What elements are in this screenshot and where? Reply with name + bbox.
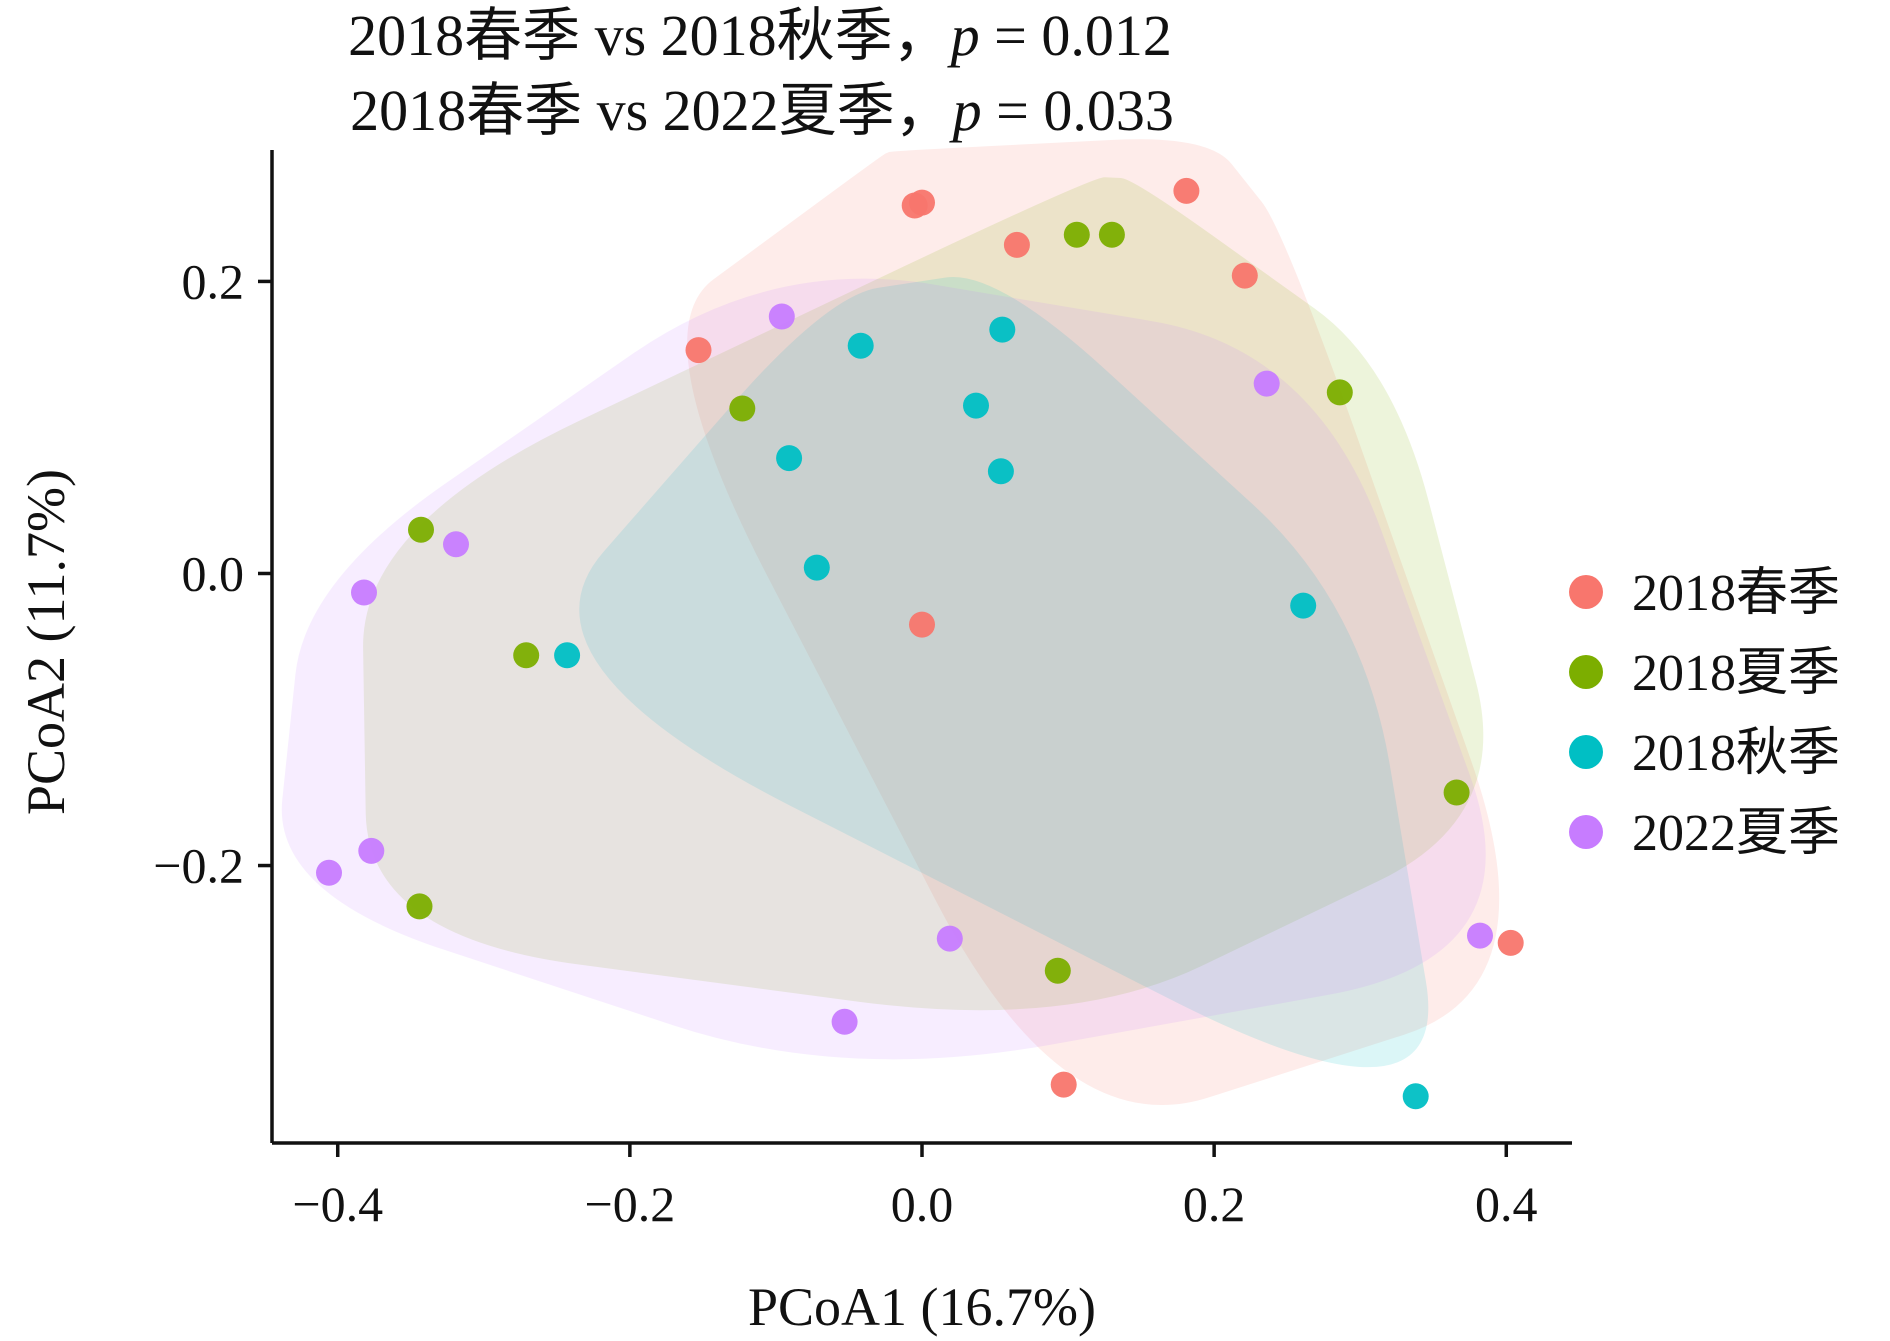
legend: 2018春季 2018夏季 2018秋季 2022夏季	[1569, 565, 1840, 862]
axes: −0.4 −0.2 0.0 0.2 0.4 −0.2 0.0 0.2	[153, 150, 1572, 1232]
legend-label-2: 2018秋季	[1632, 725, 1840, 782]
point-2022夏季-0	[768, 303, 795, 330]
y-tick-label-1: 0.0	[182, 545, 245, 601]
chart-title-line-2: 2018春季 vs 2022夏季，p = 0.033	[350, 78, 1174, 143]
point-2018春季-4	[1231, 262, 1258, 289]
point-2022夏季-2	[443, 531, 469, 558]
legend-label-3: 2022夏季	[1632, 805, 1840, 862]
point-2018春季-6	[909, 611, 935, 638]
hull-2018秋季	[579, 276, 1429, 1068]
hull-2018春季	[687, 139, 1500, 1106]
y-axis-title: PCoA2 (11.7%)	[16, 469, 76, 815]
legend-key-2	[1569, 735, 1603, 769]
point-2018春季-2	[1003, 231, 1030, 258]
x-tick-label-2: 0.0	[891, 1176, 954, 1232]
group-hulls	[281, 139, 1500, 1106]
x-axis-title: PCoA1 (16.7%)	[748, 1277, 1096, 1337]
legend-label-0: 2018春季	[1632, 565, 1840, 622]
point-2018秋季-8	[1402, 1083, 1429, 1110]
point-2018秋季-2	[963, 392, 989, 419]
y-tick-label-2: 0.2	[182, 253, 245, 309]
y-tick-label-0: −0.2	[153, 838, 244, 894]
point-2018夏季-4	[408, 516, 434, 543]
point-2022夏季-6	[936, 925, 963, 952]
point-2018夏季-6	[1443, 779, 1470, 806]
point-2022夏季-7	[1467, 922, 1493, 949]
point-2018秋季-3	[776, 445, 803, 472]
x-tick-label-4: 0.4	[1475, 1176, 1538, 1232]
legend-key-3	[1569, 815, 1603, 849]
point-2018春季-1	[909, 189, 935, 216]
point-2018夏季-0	[1063, 221, 1090, 248]
point-2022夏季-4	[358, 837, 385, 864]
point-2022夏季-3	[351, 579, 377, 606]
data-points	[316, 177, 1524, 1110]
chart-title-line-1: 2018春季 vs 2018秋季，p = 0.012	[348, 3, 1172, 68]
x-tick-label-0: −0.4	[292, 1176, 383, 1232]
point-2018春季-5	[685, 337, 712, 364]
point-2018夏季-5	[513, 642, 540, 669]
x-tick-label-3: 0.2	[1183, 1176, 1246, 1232]
hull-2022夏季	[281, 278, 1486, 1060]
point-2018秋季-5	[803, 554, 830, 581]
point-2018春季-3	[1173, 177, 1200, 204]
point-2018秋季-0	[847, 332, 874, 359]
point-2022夏季-5	[316, 859, 342, 886]
legend-key-0	[1569, 575, 1603, 609]
point-2022夏季-8	[831, 1008, 858, 1035]
point-2018夏季-2	[1326, 379, 1353, 406]
legend-label-1: 2018夏季	[1632, 645, 1840, 702]
point-2018夏季-1	[1098, 221, 1125, 248]
point-2018秋季-7	[554, 642, 581, 669]
point-2018夏季-7	[406, 893, 433, 920]
point-2018春季-7	[1050, 1071, 1077, 1098]
point-2018秋季-6	[1290, 592, 1317, 619]
legend-key-1	[1569, 655, 1603, 689]
hull-2018夏季	[363, 177, 1484, 1011]
point-2018夏季-8	[1044, 957, 1071, 984]
x-tick-label-1: −0.2	[585, 1176, 676, 1232]
point-2018春季-8	[1497, 929, 1524, 956]
point-2018秋季-4	[987, 458, 1014, 485]
point-2022夏季-1	[1253, 370, 1280, 397]
point-2018秋季-1	[989, 316, 1016, 343]
point-2018夏季-3	[729, 395, 756, 422]
